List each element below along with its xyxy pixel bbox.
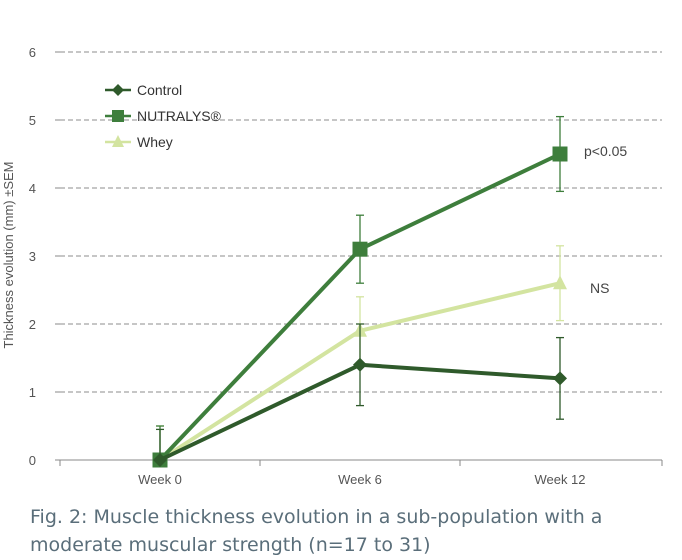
legend-marker: [112, 110, 124, 122]
y-tick-label: 0: [29, 453, 36, 468]
data-point: [552, 146, 568, 162]
y-tick-label: 6: [29, 45, 36, 60]
series-lines: [152, 115, 568, 468]
data-point: [553, 371, 567, 386]
series-0: [153, 323, 567, 467]
caption-line-1: Fig. 2: Muscle thickness evolution in a …: [30, 506, 603, 528]
data-point: [352, 241, 368, 257]
x-tick-label: Week 6: [338, 472, 382, 487]
annotation-p-value: p<0.05: [584, 143, 627, 159]
x-tick-label: Week 12: [534, 472, 585, 487]
legend: Control NUTRALYS® Whey: [105, 82, 222, 150]
legend-entry: NUTRALYS®: [105, 108, 222, 124]
legend-entry: Control: [105, 82, 182, 98]
legend-marker: [112, 84, 124, 96]
legend-label: Control: [137, 82, 182, 98]
y-tick-label: 5: [29, 113, 36, 128]
data-point: [153, 453, 167, 467]
y-tick-label: 3: [29, 249, 36, 264]
x-tick-label: Week 0: [138, 472, 182, 487]
legend-label: NUTRALYS®: [137, 108, 222, 124]
y-tick-label: 1: [29, 385, 36, 400]
figure-caption: Fig. 2: Muscle thickness evolution in a …: [30, 503, 670, 559]
y-axis-label: Thickness evolution (mm) ±SEM: [1, 161, 16, 348]
series-1: [152, 115, 568, 468]
legend-entry: Whey: [105, 134, 173, 150]
legend-label: Whey: [137, 134, 173, 150]
y-tick-label: 4: [29, 181, 36, 196]
caption-line-2: moderate muscular strength (n=17 to 31): [30, 534, 431, 556]
line-chart: 0 1 2 3 4 5 6 Week 0 Week 6 Week 12 Control NUTRAL…: [1, 45, 663, 487]
data-point: [553, 275, 567, 290]
gridlines: [60, 51, 662, 393]
legend-marker: [112, 135, 124, 147]
y-tick-label: 2: [29, 317, 36, 332]
annotation-ns: NS: [590, 280, 609, 296]
data-point: [353, 357, 367, 372]
